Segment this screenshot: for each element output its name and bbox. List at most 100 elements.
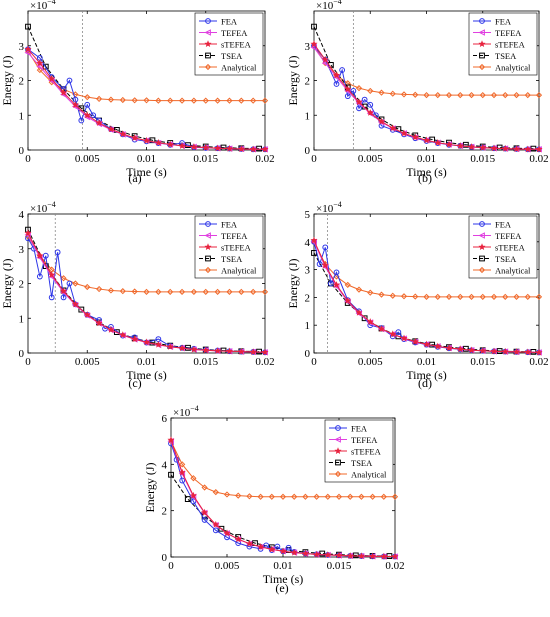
data-point (238, 288, 245, 295)
y-exponent-label: ×10−4 (30, 200, 56, 215)
data-point (36, 66, 43, 74)
data-point (237, 347, 245, 355)
chart-panel-b: 0 0.005 0.01 0.015 0.02 0 1 2 3 ×10−4 Time (s) Ener… (286, 0, 549, 185)
y-axis-label: Energy (J) (286, 55, 300, 105)
legend-entry-stefea: sTEFEA (473, 243, 526, 253)
data-point (83, 111, 91, 119)
data-point (202, 346, 210, 354)
legend-entry-analytical: Analytical (199, 266, 257, 276)
panel-caption: (a) (128, 171, 141, 185)
data-point (24, 229, 32, 237)
data-point (445, 344, 453, 351)
data-point (400, 129, 408, 137)
legend-marker (204, 40, 212, 47)
data-point (434, 138, 442, 146)
data-point (226, 288, 233, 295)
legend-marker (478, 40, 486, 47)
legend-entry-analytical: Analytical (329, 470, 387, 480)
data-point (321, 261, 329, 269)
data-point (380, 552, 388, 560)
data-point (512, 145, 521, 152)
data-point (457, 293, 464, 300)
data-point (524, 293, 531, 300)
legend-marker (478, 232, 485, 239)
data-point (143, 97, 150, 104)
x-tick-label: 0 (168, 560, 174, 572)
data-point (71, 101, 79, 108)
legend-marker (335, 425, 341, 431)
legend-entry-stefea: sTEFEA (329, 447, 382, 457)
legend-label: TSEA (221, 254, 243, 264)
data-point (395, 329, 402, 336)
data-point (361, 103, 368, 110)
exponent-base: ×10 (173, 407, 191, 419)
data-point (214, 347, 222, 354)
data-point (524, 145, 532, 153)
legend-entry-analytical: Analytical (199, 63, 257, 73)
data-point (190, 475, 197, 482)
data-point (95, 95, 103, 103)
legend-label: FEA (221, 17, 238, 27)
data-point (202, 143, 210, 151)
data-point (346, 552, 354, 559)
y-exponent-label: ×10−4 (316, 200, 342, 215)
data-point (179, 461, 186, 468)
legend-label: sTEFEA (221, 40, 252, 50)
chart-panel-d: 0 0.005 0.01 0.015 0.02 0 1 2 3 4 5 ×10−4 Time (s) En… (286, 200, 549, 390)
data-point (214, 288, 221, 295)
data-point (434, 342, 442, 350)
exponent-base: ×10 (316, 203, 334, 215)
legend-entry-tsea: TSEA (473, 51, 517, 61)
x-tick-label: 0.005 (75, 356, 100, 368)
data-point (257, 493, 264, 500)
data-point (113, 329, 120, 336)
data-point (366, 109, 374, 116)
data-point (422, 340, 431, 348)
x-tick-label: 0.02 (255, 153, 274, 165)
panel-caption: (d) (418, 376, 432, 390)
data-point (355, 98, 363, 106)
data-point (268, 545, 276, 553)
exponent-base: ×10 (316, 0, 334, 12)
legend-entry-fea: FEA (473, 220, 512, 230)
series-line (170, 440, 395, 498)
y-tick-label: 3 (305, 41, 311, 53)
legend-marker (204, 243, 212, 250)
legend-label: sTEFEA (495, 243, 526, 253)
data-point (335, 493, 343, 500)
y-tick-label: 0 (19, 348, 25, 360)
data-point (355, 286, 363, 293)
data-point (357, 552, 365, 560)
data-point (225, 347, 233, 355)
legend-label: TEFEA (351, 435, 378, 445)
data-point (223, 529, 231, 537)
data-point (310, 40, 318, 48)
x-tick-label: 0.015 (193, 356, 218, 368)
data-point (155, 288, 162, 295)
legend-marker (479, 255, 485, 262)
legend-entry-tsea: TSEA (199, 51, 243, 61)
data-point (400, 334, 408, 342)
data-point (119, 331, 127, 338)
data-point (400, 293, 408, 300)
data-point (502, 91, 509, 99)
data-point (250, 288, 257, 295)
y-axis-label: Energy (J) (286, 258, 300, 308)
data-point (212, 527, 219, 534)
panel-caption: (c) (128, 376, 141, 390)
legend-entry-analytical: Analytical (473, 266, 531, 276)
data-point (344, 297, 352, 304)
data-point (332, 281, 341, 288)
data-point (324, 493, 331, 500)
data-point (245, 539, 253, 547)
series-line (27, 229, 260, 353)
chart-panel-c: 0 0.005 0.01 0.015 0.02 0 1 2 3 4 ×10−4 Time (s) Ene… (0, 200, 275, 390)
chart-panel-a: 0 0.005 0.01 0.015 0.02 0 1 2 3 ×10−4 Time (s) Ener… (0, 0, 275, 185)
data-point (178, 468, 186, 476)
data-point (301, 549, 309, 557)
data-point (290, 548, 298, 556)
y-tick-label: 1 (19, 313, 25, 325)
y-tick-label: 4 (305, 237, 311, 249)
legend-label: FEA (221, 220, 238, 230)
data-point (131, 97, 138, 104)
